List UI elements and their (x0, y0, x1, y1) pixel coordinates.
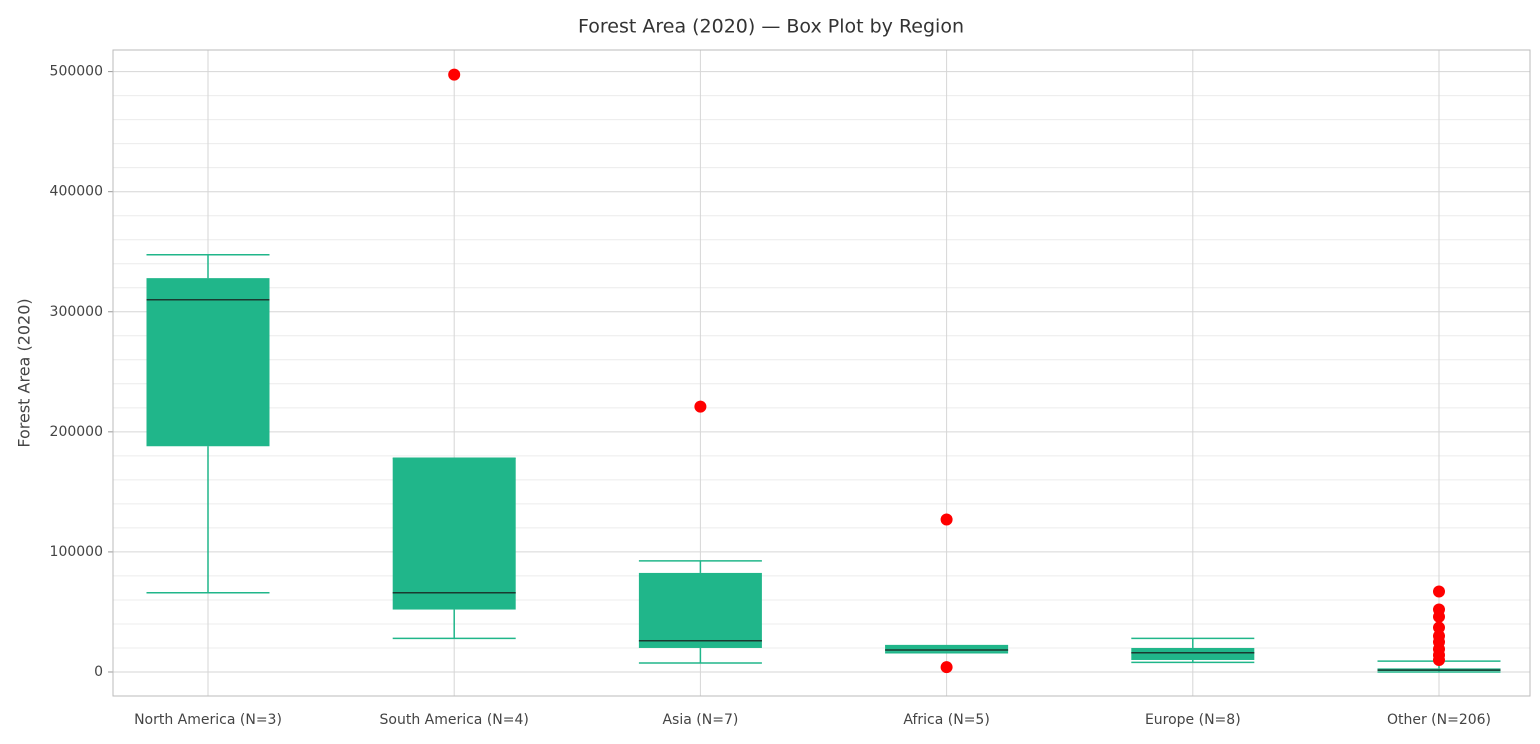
box (638, 572, 762, 648)
box (1131, 647, 1255, 660)
outlier (1433, 653, 1445, 666)
y-tick-label: 300000 (50, 304, 103, 320)
plot-frame (112, 49, 1531, 697)
outlier (694, 400, 707, 413)
outlier (940, 661, 953, 674)
box (392, 458, 516, 610)
x-tick-label: Africa (N=5) (903, 712, 989, 728)
y-tick-label: 500000 (50, 64, 103, 80)
x-tick-label: Asia (N=7) (662, 712, 738, 728)
y-tick-label: 200000 (50, 424, 103, 440)
y-axis-label: Forest Area (2020) (15, 298, 34, 447)
y-tick-label: 400000 (50, 184, 103, 200)
chart-title: Forest Area (2020) — Box Plot by Region (578, 16, 964, 38)
x-tick-label: Other (N=206) (1387, 712, 1491, 728)
x-tick-label: North America (N=3) (134, 712, 282, 728)
x-tick-label: South America (N=4) (380, 712, 529, 728)
outlier (940, 513, 953, 526)
box (146, 278, 270, 447)
x-tick-label: Europe (N=8) (1145, 712, 1241, 728)
box (885, 645, 1009, 652)
y-tick-label: 0 (94, 664, 103, 680)
outlier (1433, 610, 1445, 623)
outlier (1433, 585, 1445, 598)
outlier (448, 68, 461, 81)
y-tick-label: 100000 (50, 544, 103, 560)
outlier (1433, 621, 1445, 634)
